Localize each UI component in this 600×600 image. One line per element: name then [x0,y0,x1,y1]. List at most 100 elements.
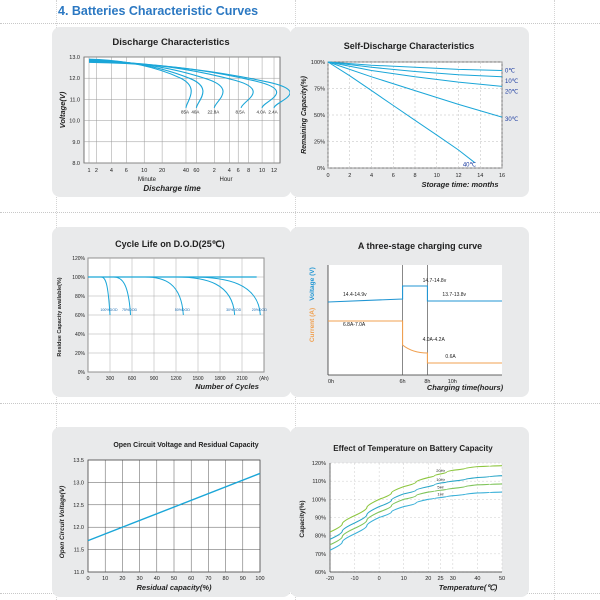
cycle-life-x-tick: 900 [150,376,159,382]
self-discharge-series-line [327,61,476,164]
self-discharge-x-tick: 10 [434,173,440,179]
self-discharge-series-line [327,61,503,71]
ocv-x-tick: 20 [119,576,125,582]
cycle-life-curves [88,276,261,316]
discharge-x-tick: 60 [193,168,199,174]
self-discharge-x-tick: 2 [348,173,351,179]
ocv-y-tick: 12.5 [73,503,84,509]
discharge-x-tick: 4 [228,168,231,174]
discharge-series-label: 2.4A [268,109,277,114]
self-discharge-series-label: 40℃ [463,163,477,169]
self-discharge-curves [327,61,503,164]
self-discharge-x-tick: 12 [455,173,461,179]
self-discharge-y-tick: 0% [317,166,325,172]
cycle-life-y-tick: 80% [75,294,86,300]
temperature-y-tick: 100% [312,497,326,503]
cycle-life-x-tick: 1500 [192,376,203,382]
self-discharge-x-label: Storage time: months [421,180,498,189]
self-discharge-x-tick: 6 [392,173,395,179]
discharge-curves [88,58,291,109]
discharge-series-label: 8.5A [236,109,245,114]
discharge-series-label: 85A [181,109,189,114]
temperature-x-tick: -20 [326,576,334,582]
cycle-life-x-label: Number of Cycles [195,382,259,391]
cycle-life-x-tick: 600 [128,376,137,382]
temperature-series-label: 10Hr [436,477,445,482]
cycle-life-chart: Cycle Life on D.O.D(25℃) 0 300 600 900 1200 1… [57,239,269,391]
charging-annotation: 6.8A-7.0A [343,322,366,328]
ocv-x-tick: 10 [102,576,108,582]
ocv-x-tick: 80 [223,576,229,582]
charging-annotation: 4.0A-4.2A [423,337,446,343]
temperature-chart: Effect of Temperature on Battery Capacit… [299,444,505,592]
self-discharge-series-line [327,61,503,87]
temperature-y-tick: 80% [315,534,326,540]
ocv-x-tick: 40 [154,576,160,582]
ocv-x-label: Residual capacity(%) [136,583,212,592]
charging-plot-area [328,265,502,375]
discharge-x-tick: 12 [271,168,277,174]
ocv-curves [87,472,261,542]
cycle-life-labels: 100%DOD 75%DOD 50%DOD 30%DOD 20%DOD [100,308,267,312]
cycle-life-y-tick: 60% [75,313,86,319]
discharge-chart: Discharge Characteristics 1 2 4 6 10 20 40 60 2 4… [58,37,291,193]
self-discharge-labels: 0℃ 10℃ 20℃ 30℃ 40℃ [463,68,519,168]
discharge-series-label: 40A [191,109,199,114]
temperature-series-label: 20Hr [436,468,445,473]
cycle-life-series-line [191,276,261,316]
discharge-x-tick: 6 [125,168,128,174]
self-discharge-x-tick: 0 [326,173,329,179]
self-discharge-series-label: 10℃ [505,79,519,85]
section-title: 4. Batteries Characteristic Curves [58,4,259,18]
discharge-x-tick: 6 [237,168,240,174]
cycle-life-series-label: 20%DOD [252,308,268,312]
cycle-life-series-line [145,276,184,316]
temperature-y-tick: 120% [312,461,326,467]
charging-chart-panel: A three-stage charging curve 14.4-14.9v 1… [290,227,529,397]
cycle-life-title: Cycle Life on D.O.D(25℃) [115,239,225,249]
discharge-title: Discharge Characteristics [112,37,229,48]
temperature-y-tick: 70% [315,552,326,558]
ocv-y-tick: 13.0 [73,480,84,486]
discharge-series-label: 4.0A [256,109,265,114]
discharge-labels: 85A 40A 22.8A 8.5A 4.0A 2.4A [181,109,278,114]
temperature-y-label: Capacity(%) [299,500,306,537]
charging-x-tick: 6h [400,379,406,385]
ocv-chart: Open Circuit Voltage and Residual Capaci… [59,442,265,592]
charging-x-tick: 8h [424,379,430,385]
charging-x-tick: 10h [448,379,457,385]
ocv-x-tick: 50 [171,576,177,582]
charging-voltage-line [327,285,502,303]
self-discharge-series-label: 0℃ [505,68,515,74]
cycle-life-x-tick: 1200 [170,376,181,382]
charging-annotation: 14.4-14.9v [343,292,367,298]
discharge-x-tick: 1 [87,168,90,174]
cycle-life-x-tick: (Ah) [259,376,269,382]
self-discharge-series-line [327,61,503,118]
self-discharge-series-label: 20℃ [505,89,519,95]
discharge-y-tick: 8.0 [72,161,80,167]
charging-annotation: 0.6A [445,354,456,360]
discharge-chart-panel: Discharge Characteristics 1 2 4 6 10 20 40 60 2 4… [52,27,291,197]
charging-current-label: Current (A) [309,308,316,342]
cycle-life-y-tick: 20% [75,351,86,357]
ocv-x-tick: 0 [86,576,89,582]
charging-x-label: Charging time(hours) [427,383,504,392]
charging-annotation: 14.7-14.8v [423,278,447,284]
charging-annotation: 13.7-13.8v [442,292,466,298]
discharge-x-tick: 10 [141,168,147,174]
temperature-x-tick: 30 [450,576,456,582]
self-discharge-x-tick: 8 [413,173,416,179]
self-discharge-series-line [327,61,503,78]
self-discharge-chart: Self-Discharge Characteristics 0 2 4 6 8 10 12… [301,41,519,189]
cycle-life-x-tick: 0 [87,376,90,382]
self-discharge-x-tick: 4 [370,173,373,179]
temperature-x-tick: 20 [425,576,431,582]
ocv-x-tick: 30 [137,576,143,582]
ocv-chart-panel: Open Circuit Voltage and Residual Capaci… [52,427,291,597]
cycle-life-series-label: 50%DOD [175,308,191,312]
discharge-y-tick: 11.0 [70,97,80,103]
discharge-x-label: Discharge time [143,184,201,193]
discharge-unit-hour: Hour [219,177,232,183]
self-discharge-y-label: Remaining Capacity(%) [301,75,308,153]
